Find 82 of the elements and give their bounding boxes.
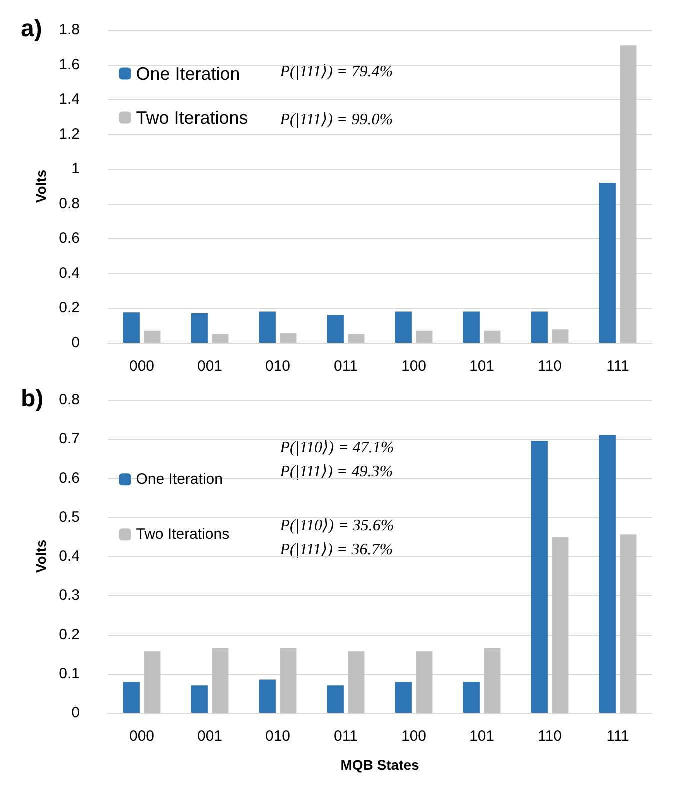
y-tick-label: 0.2 — [59, 300, 80, 317]
x-tick-label: 111 — [606, 358, 630, 375]
y-tick-label: 1.4 — [59, 91, 80, 108]
bar — [599, 435, 616, 713]
x-tick-label: 010 — [265, 728, 291, 745]
bar — [395, 312, 412, 343]
bar — [463, 682, 480, 713]
y-tick-label: 0.5 — [59, 508, 80, 526]
x-tick-label: 011 — [334, 728, 358, 745]
bar — [463, 312, 480, 343]
bar — [484, 330, 501, 343]
x-axis-title: MQB States — [340, 757, 420, 773]
bar — [144, 330, 161, 343]
y-tick-label: 0.6 — [59, 470, 80, 487]
y-tick-label: 0.2 — [59, 626, 80, 644]
y-tick-label: 0.8 — [59, 392, 80, 408]
annotation: P(|111⟩) = 49.3% — [279, 464, 394, 480]
y-axis-title: Volts — [33, 540, 50, 574]
bar — [123, 682, 140, 713]
legend-label: Two Iterations — [136, 526, 230, 544]
bar — [484, 648, 501, 713]
chart-title: b) — [21, 386, 44, 412]
y-tick-label: 1.8 — [59, 22, 80, 38]
x-tick-label: 100 — [401, 358, 427, 375]
y-axis-title: Volts — [33, 170, 50, 204]
bar — [212, 648, 229, 713]
bar — [123, 312, 140, 343]
bar — [191, 313, 208, 343]
x-tick-label: 000 — [129, 358, 155, 375]
bar — [259, 312, 276, 343]
bar — [552, 330, 569, 343]
chart-title: a) — [21, 16, 42, 42]
bar — [212, 334, 229, 343]
x-tick-label: 101 — [469, 358, 495, 375]
x-tick-label: 101 — [469, 728, 495, 745]
legend-label: Two Iterations — [136, 108, 248, 128]
y-tick-label: 0.4 — [59, 264, 80, 282]
bar — [144, 652, 161, 713]
bar — [327, 315, 344, 343]
y-tick-label: 1.6 — [59, 56, 80, 74]
bar — [552, 537, 569, 713]
bar — [259, 680, 276, 713]
bar — [620, 46, 637, 343]
y-tick-label: 0.3 — [59, 587, 80, 604]
bar — [395, 682, 412, 713]
y-tick-label: 0 — [72, 334, 80, 352]
x-tick-label: 010 — [265, 358, 291, 375]
bar — [531, 312, 548, 343]
annotation: P(|110⟩) = 35.6% — [279, 518, 394, 534]
y-tick-label: 0.4 — [59, 548, 80, 565]
y-tick-label: 0.1 — [59, 665, 80, 682]
x-tick-label: 001 — [197, 728, 223, 745]
x-tick-label: 001 — [197, 358, 223, 375]
y-tick-label: 1.2 — [59, 126, 80, 143]
bar — [280, 333, 297, 343]
y-tick-label: 0.8 — [59, 195, 80, 212]
y-tick-label: 1 — [72, 160, 80, 178]
bar — [280, 648, 297, 713]
annotation: P(|110⟩) = 47.1% — [279, 440, 394, 456]
annotation: P(|111⟩) = 99.0% — [279, 112, 394, 128]
x-tick-label: 011 — [334, 358, 358, 375]
annotation: P(|111⟩) = 36.7% — [279, 542, 394, 558]
bar — [599, 183, 616, 343]
bar — [348, 652, 365, 713]
bar — [327, 686, 344, 713]
y-tick-label: 0 — [72, 704, 80, 722]
bar — [416, 330, 433, 343]
bar — [191, 686, 208, 713]
bar — [416, 652, 433, 713]
bar — [348, 334, 365, 343]
y-tick-label: 0.6 — [59, 230, 80, 248]
bar — [531, 441, 548, 713]
bar — [620, 534, 637, 713]
annotation: P(|111⟩) = 79.4% — [279, 64, 394, 80]
x-tick-label: 111 — [606, 728, 630, 745]
x-tick-label: 110 — [538, 358, 562, 375]
legend-label: One Iteration — [136, 64, 240, 84]
x-tick-label: 100 — [401, 728, 427, 745]
x-tick-label: 110 — [538, 728, 562, 745]
x-tick-label: 000 — [129, 728, 155, 745]
y-tick-label: 0.7 — [59, 430, 80, 448]
legend-label: One Iteration — [136, 471, 223, 488]
